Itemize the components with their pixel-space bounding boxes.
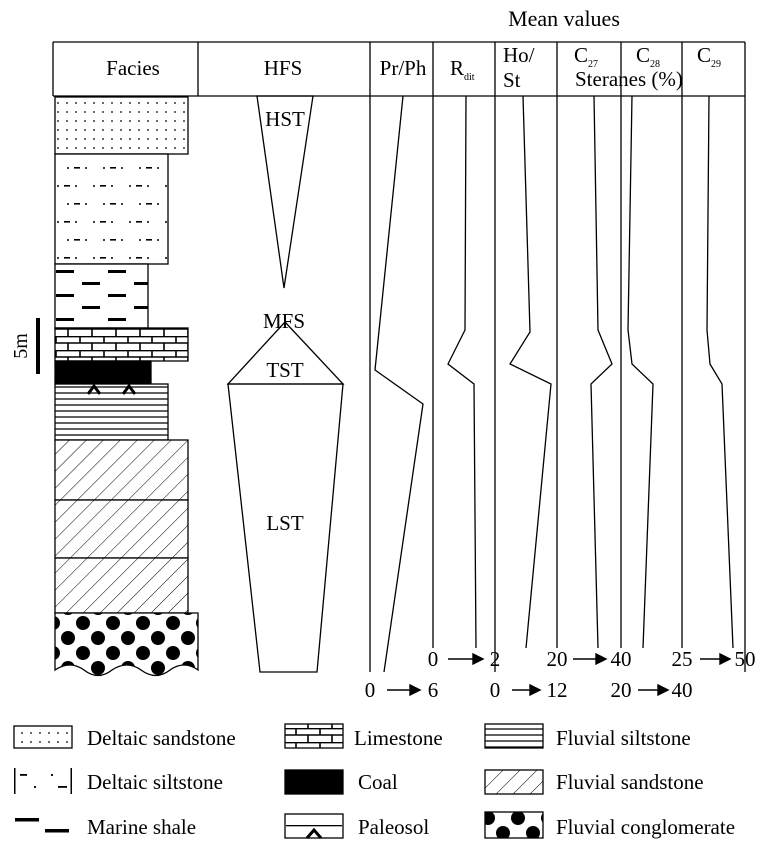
limestone-bed [54, 327, 189, 362]
legend-symbol-details [14, 768, 342, 833]
legend-label-deltaic-siltstone: Deltaic siltstone [87, 770, 223, 794]
steranes-header: Steranes (%) [575, 67, 683, 91]
host-scale-from: 0 [490, 678, 501, 702]
lower-scale-arrows [387, 683, 670, 697]
hfs-header: HFS [264, 56, 303, 80]
host-header-line2: St [503, 68, 521, 92]
header-table [52, 41, 746, 97]
legend-swatch-fluvial-siltstone [484, 723, 544, 749]
prph-curve [374, 95, 424, 673]
coal-bed [54, 360, 152, 385]
c28-curve [627, 95, 654, 649]
mfs-label: MFS [263, 309, 305, 333]
legend-swatch-fluvial-conglomerate [484, 811, 544, 839]
deltaic-siltstone-bed [54, 153, 169, 265]
paleosol-legend-mark [305, 827, 323, 839]
hst-wedge [256, 95, 314, 289]
mean-values-title: Mean values [508, 6, 620, 31]
hst-label: HST [265, 107, 305, 131]
host-curve [509, 95, 552, 649]
lower-scales: 0 6 0 12 20 40 [365, 678, 693, 702]
c29-scale-to: 50 [735, 647, 756, 671]
legend-label-coal: Coal [358, 770, 398, 794]
legend-label-marine-shale: Marine shale [87, 815, 196, 839]
c27-curve [590, 95, 613, 649]
fluvial-siltstone-bed [54, 383, 169, 441]
fluvial-sandstone-bed-1 [54, 439, 189, 501]
c28-scale-to: 40 [672, 678, 693, 702]
facies-header: Facies [106, 56, 160, 80]
c29-curve [706, 95, 734, 649]
host-header-line1: Ho/ [503, 43, 535, 67]
rdit-curve [447, 95, 477, 649]
legend-labels: Deltaic sandstone Limestone Fluvial silt… [87, 726, 735, 839]
c28-scale-from: 20 [611, 678, 632, 702]
prph-scale-to: 6 [428, 678, 439, 702]
legend-label-fluvial-sandstone: Fluvial sandstone [556, 770, 704, 794]
prph-header: Pr/Ph [380, 56, 427, 80]
legend-swatch-deltaic-siltstone [14, 768, 72, 794]
legend [13, 723, 544, 839]
c27-scale-to: 40 [611, 647, 632, 671]
rdit-scale-from: 0 [428, 647, 439, 671]
lst-trapezoid [227, 383, 344, 673]
legend-label-paleosol: Paleosol [358, 815, 429, 839]
fluvial-sandstone-bed-2 [54, 499, 189, 559]
scale-label: 5m [10, 333, 32, 359]
legend-swatch-limestone [284, 723, 344, 749]
column-dividers [369, 42, 746, 672]
c29-scale-from: 25 [672, 647, 693, 671]
legend-swatch-fluvial-sandstone [484, 769, 544, 795]
facies-column [54, 96, 199, 677]
c27-scale-from: 20 [547, 647, 568, 671]
fluvial-conglomerate-bed [54, 612, 199, 677]
host-scale-to: 12 [547, 678, 568, 702]
hfs-column [226, 95, 345, 673]
rdit-header: Rdit [450, 56, 475, 83]
fluvial-sandstone-bed-3 [54, 557, 189, 614]
paleosol-marks [86, 383, 137, 395]
tst-label: TST [266, 358, 304, 382]
c28-header: C28 [636, 43, 660, 70]
legend-swatch-marine-shale [14, 814, 72, 838]
upper-scales: 0 2 20 40 25 50 [428, 647, 756, 671]
legend-swatch-deltaic-sandstone [13, 725, 73, 749]
geochem-curves [374, 95, 734, 673]
rdit-scale-to: 2 [490, 647, 501, 671]
lst-label: LST [266, 511, 304, 535]
legend-label-fluvial-conglomerate: Fluvial conglomerate [556, 815, 735, 839]
prph-scale-from: 0 [365, 678, 376, 702]
deltaic-sandstone-bed [54, 96, 189, 155]
c29-header: C29 [697, 43, 721, 70]
c27-header: C27 [574, 43, 598, 70]
legend-label-fluvial-siltstone: Fluvial siltstone [556, 726, 691, 750]
marine-shale-bed [54, 263, 149, 329]
legend-label-deltaic-sandstone: Deltaic sandstone [87, 726, 236, 750]
legend-label-limestone: Limestone [354, 726, 443, 750]
upper-scale-arrows [448, 652, 732, 666]
legend-swatch-coal [284, 769, 344, 795]
